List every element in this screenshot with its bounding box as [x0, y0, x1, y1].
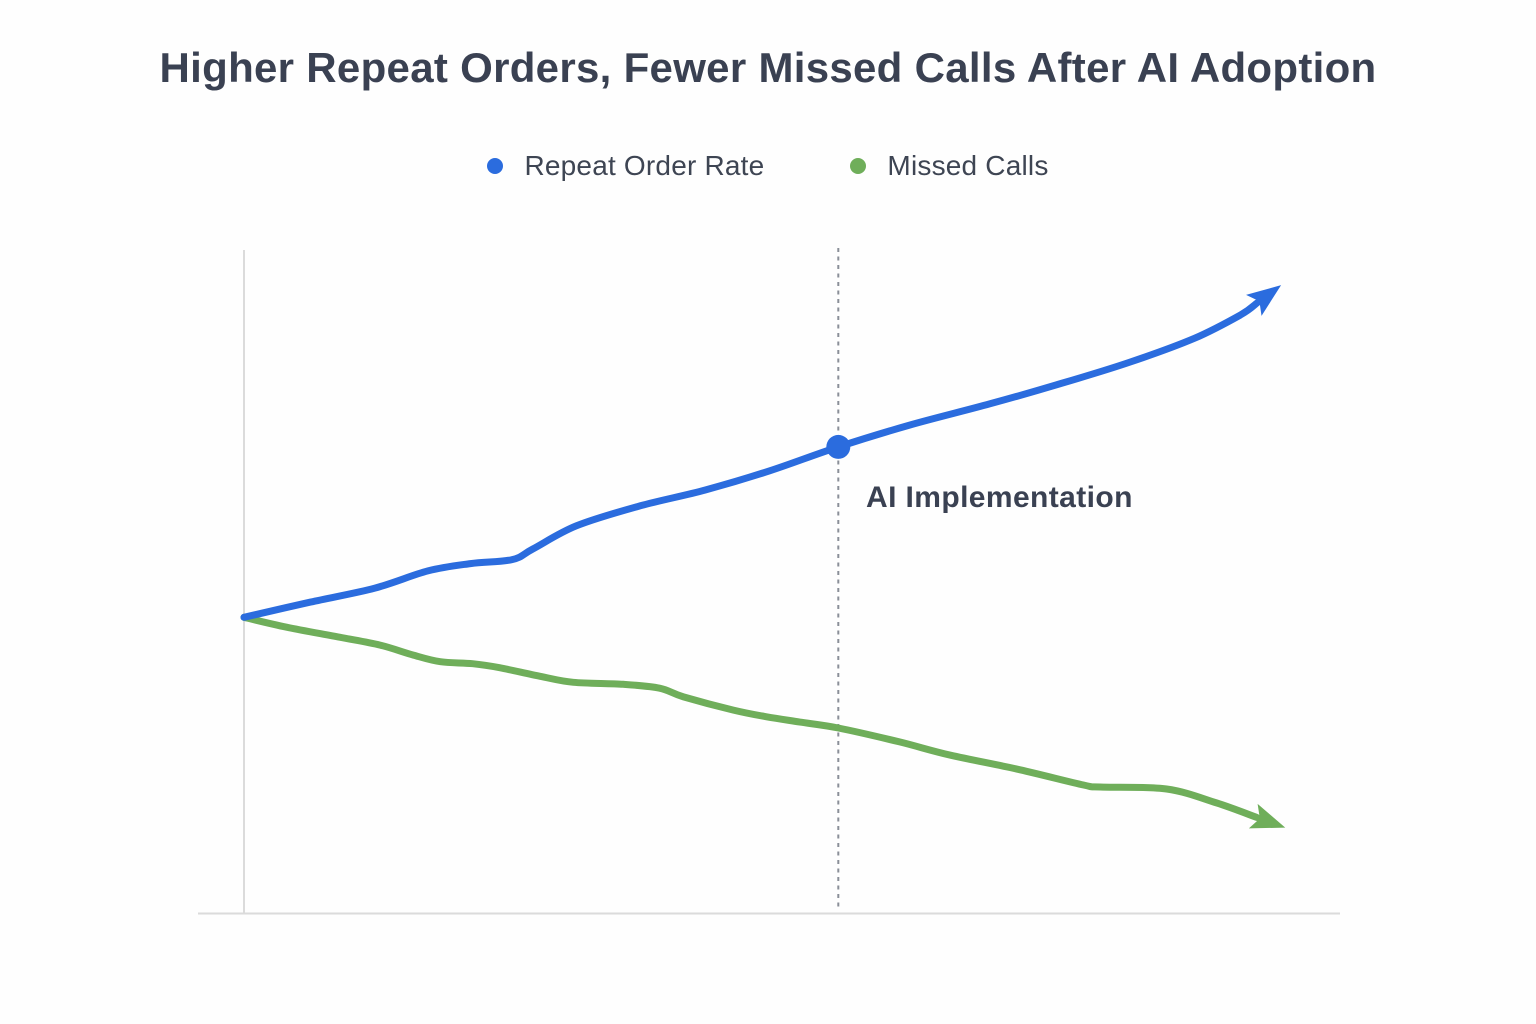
legend: Repeat Order Rate Missed Calls — [0, 150, 1536, 182]
legend-item-missed-calls: Missed Calls — [850, 150, 1048, 182]
legend-label: Missed Calls — [887, 150, 1049, 181]
legend-dot-icon — [850, 158, 867, 174]
legend-item-repeat-order-rate: Repeat Order Rate — [487, 150, 764, 182]
page-title: Higher Repeat Orders, Fewer Missed Calls… — [159, 44, 1377, 91]
legend-dot-icon — [487, 158, 504, 174]
ai-adoption-marker-dot — [826, 434, 851, 459]
missed-calls-line — [240, 613, 1286, 829]
ai-implementation-label: AI Implementation — [866, 481, 1133, 514]
repeat-order-rate-line — [240, 285, 1282, 621]
legend-label: Repeat Order Rate — [524, 150, 765, 181]
